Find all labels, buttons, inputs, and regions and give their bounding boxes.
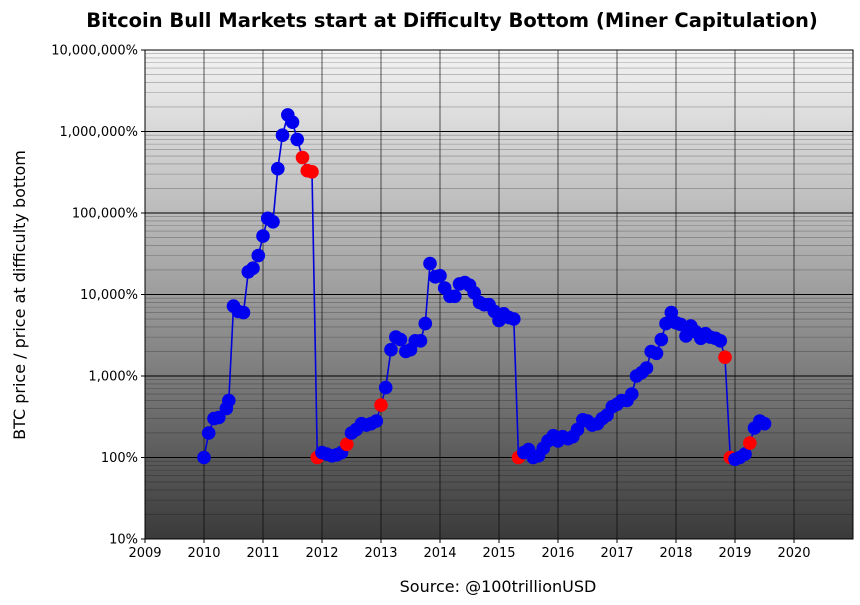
x-tick-label: 2019 <box>718 546 751 561</box>
x-tick-label: 2012 <box>305 546 338 561</box>
data-point-difficulty-drop <box>718 350 732 365</box>
data-point-difficulty-drop <box>374 398 388 412</box>
data-point <box>212 410 226 425</box>
data-point <box>271 161 285 176</box>
data-point <box>507 312 521 326</box>
data-point <box>256 229 270 243</box>
x-tick-label: 2010 <box>187 546 220 561</box>
y-tick-label: 10% <box>109 533 138 548</box>
data-point <box>384 342 398 357</box>
data-point <box>266 215 280 229</box>
data-point <box>433 268 447 283</box>
data-point <box>275 128 290 142</box>
data-point-difficulty-drop <box>305 165 319 179</box>
data-point <box>639 361 654 375</box>
x-tick-label: 2015 <box>482 546 515 561</box>
y-tick-label: 10,000,000% <box>51 44 138 59</box>
data-point <box>222 393 236 408</box>
data-point <box>201 426 216 440</box>
data-point <box>738 447 752 461</box>
y-axis-ticks: 10% 100% 1,000% 10,000% 100,000% 1,000,000% 10… <box>51 44 145 548</box>
data-point-difficulty-drop <box>743 436 757 450</box>
data-point <box>423 256 437 271</box>
data-point <box>197 450 211 465</box>
y-axis-label: BTC price / price at difficulty bottom <box>10 150 29 440</box>
data-point <box>654 332 669 347</box>
data-point <box>393 332 408 347</box>
data-point <box>713 334 728 348</box>
data-point <box>290 132 305 147</box>
data-point <box>418 316 433 331</box>
x-tick-label: 2013 <box>364 546 397 561</box>
y-tick-label: 1,000,000% <box>59 125 138 140</box>
data-point <box>236 305 251 320</box>
plot-frame <box>144 49 854 540</box>
data-point <box>757 416 772 431</box>
x-tick-label: 2016 <box>541 546 574 561</box>
data-point <box>246 261 260 276</box>
y-tick-label: 1,000% <box>88 370 138 385</box>
data-point <box>649 346 664 361</box>
x-tick-label: 2017 <box>600 546 633 561</box>
data-point <box>369 414 384 428</box>
data-point <box>673 317 688 332</box>
y-tick-label: 10,000% <box>80 288 138 303</box>
data-point-difficulty-drop <box>295 150 310 165</box>
y-tick-label: 100,000% <box>72 207 138 222</box>
data-point <box>285 115 300 129</box>
x-axis-label: Source: @100trillionUSD <box>400 577 597 596</box>
y-tick-label: 100% <box>101 451 138 466</box>
x-tick-label: 2009 <box>128 546 161 561</box>
data-point <box>378 380 393 395</box>
x-tick-label: 2014 <box>423 546 456 561</box>
chart-title: Bitcoin Bull Markets start at Difficulty… <box>86 9 818 32</box>
data-point <box>448 289 462 304</box>
x-tick-label: 2020 <box>777 546 810 561</box>
x-tick-label: 2018 <box>659 546 692 561</box>
data-point <box>659 316 673 331</box>
data-point-difficulty-drop <box>340 437 354 452</box>
data-point <box>664 305 679 320</box>
x-tick-label: 2011 <box>246 546 279 561</box>
data-point <box>625 387 639 401</box>
data-point <box>251 248 266 263</box>
data-point <box>413 334 428 348</box>
x-axis-ticks: 2009 2010 2011 2012 2013 2014 2015 2016 2017 2018… <box>128 539 811 561</box>
data-points <box>197 108 772 467</box>
